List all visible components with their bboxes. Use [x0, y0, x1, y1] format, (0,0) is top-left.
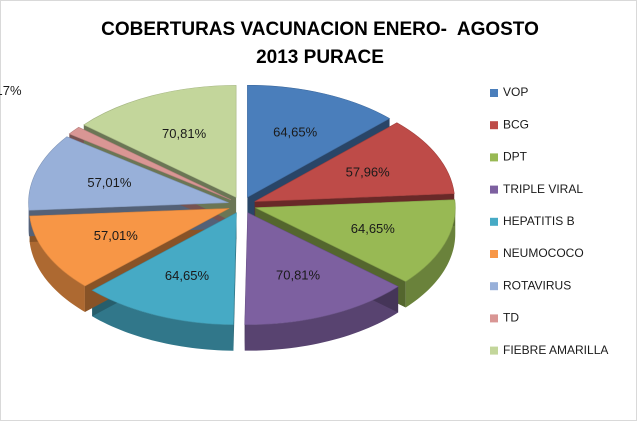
data-label: 64,65% — [165, 268, 210, 283]
data-label: 57,96% — [346, 164, 391, 179]
labels: 64,65% 57,96% 64,65% 70,81% 64,65% 57,01% 57,0… — [0, 83, 395, 283]
legend-swatch — [490, 153, 498, 162]
slice — [91, 212, 237, 325]
data-label: 57,01% — [87, 175, 132, 190]
data-label: 57,01% — [94, 228, 139, 243]
legend-swatch — [490, 89, 498, 97]
legend-swatch — [490, 250, 498, 258]
tops — [28, 84, 456, 325]
legend-swatch — [490, 282, 498, 291]
slice — [29, 208, 230, 287]
legend-label: FIEBRE AMARILLA — [503, 343, 608, 357]
legend-label: TRIPLE VIRAL — [503, 182, 583, 196]
legend-swatch — [490, 217, 498, 226]
legend-label: NEUMOCOCO — [503, 246, 584, 260]
slice — [28, 136, 229, 211]
slice — [255, 199, 456, 282]
legend-label: ROTAVIRUS — [503, 278, 571, 292]
data-label: 70,81% — [276, 268, 321, 283]
slice — [68, 126, 232, 201]
legend-swatch — [490, 121, 498, 130]
slice — [83, 85, 237, 198]
legend-label: VOP — [503, 85, 528, 99]
data-label: 70,81% — [162, 126, 207, 141]
legend-label: HEPATITIS B — [503, 214, 575, 228]
slice-side — [405, 207, 456, 308]
legend-label: BCG — [503, 117, 529, 131]
data-label: 64,65% — [351, 221, 396, 236]
slice — [254, 122, 455, 202]
slice — [244, 212, 399, 325]
legend-label: TD — [503, 311, 519, 325]
slice-side — [92, 290, 234, 351]
data-label: 64,65% — [273, 125, 318, 140]
chart-title: COBERTURAS VACUNACION ENERO- AGOSTO — [101, 19, 539, 40]
data-label: 6,17% — [0, 83, 22, 98]
legend-label: DPT — [503, 150, 528, 164]
legend-swatch — [490, 346, 498, 355]
slice-side — [244, 286, 399, 351]
slice-side — [29, 216, 85, 312]
chart-title: 2013 PURACE — [256, 47, 384, 68]
legend-swatch — [490, 185, 498, 194]
slice — [247, 84, 391, 198]
legend-swatch — [490, 314, 498, 323]
